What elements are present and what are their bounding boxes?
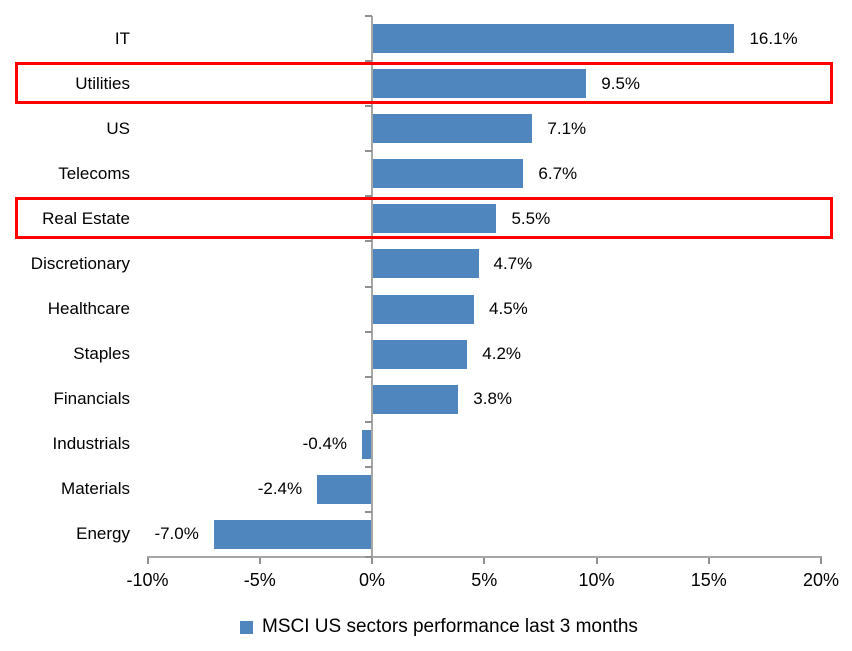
- x-axis-tick-label: 20%: [802, 570, 840, 590]
- value-label: 3.8%: [473, 389, 513, 409]
- category-label: Financials: [53, 389, 130, 409]
- value-label: 6.7%: [538, 163, 578, 183]
- category-label: Telecoms: [58, 163, 130, 183]
- legend-square-icon: [240, 620, 253, 634]
- value-label: -0.4%: [302, 434, 348, 454]
- value-label: 16.1%: [749, 28, 798, 48]
- category-label: Energy: [76, 524, 130, 544]
- x-axis-tick-label: -5%: [243, 570, 276, 590]
- bar: [373, 114, 533, 144]
- category-label: Real Estate: [42, 208, 130, 228]
- category-label: Staples: [73, 344, 130, 364]
- value-label: 9.5%: [601, 73, 641, 93]
- value-label: 4.5%: [489, 299, 528, 319]
- category-boundary-tick: [365, 105, 372, 108]
- value-label: -2.4%: [257, 479, 303, 499]
- category-label: Industrials: [52, 434, 130, 454]
- bar: [373, 159, 524, 189]
- bar: [373, 204, 497, 234]
- category-boundary-tick: [365, 285, 372, 288]
- category-label: US: [106, 118, 130, 138]
- category-boundary-tick: [365, 60, 372, 63]
- category-boundary-tick: [365, 150, 372, 153]
- x-axis-tick: [146, 558, 149, 564]
- x-axis-tick: [595, 558, 598, 564]
- x-axis-tick: [707, 558, 710, 564]
- legend-label: MSCI US sectors performance last 3 month…: [262, 616, 638, 637]
- category-boundary-tick: [365, 330, 372, 333]
- category-boundary-tick: [365, 556, 372, 558]
- x-axis-tick: [820, 558, 822, 564]
- category-boundary-tick: [365, 240, 372, 243]
- value-axis-line: [147, 556, 822, 558]
- value-label: 4.7%: [493, 253, 533, 273]
- bar: [362, 429, 371, 459]
- value-label: 5.5%: [511, 208, 551, 228]
- bar: [213, 519, 371, 549]
- x-axis-tick: [371, 558, 373, 564]
- value-label: 4.2%: [482, 344, 522, 364]
- x-axis-tick: [258, 558, 261, 564]
- bar: [317, 474, 371, 504]
- category-label: Healthcare: [47, 299, 130, 319]
- category-boundary-tick: [365, 375, 372, 378]
- category-axis-line: [371, 16, 373, 558]
- category-boundary-tick: [365, 465, 372, 468]
- x-axis-tick-label: 15%: [690, 570, 727, 590]
- bar: [373, 69, 587, 99]
- category-boundary-tick: [365, 15, 372, 17]
- x-axis-tick-label: 10%: [578, 570, 615, 590]
- category-label: IT: [114, 28, 130, 48]
- value-label: -7.0%: [154, 524, 199, 544]
- x-axis-tick-label: 5%: [471, 570, 498, 590]
- category-boundary-tick: [365, 195, 372, 198]
- category-boundary-tick: [365, 510, 372, 513]
- bar: [373, 339, 468, 369]
- category-label: Utilities: [75, 73, 130, 93]
- x-axis-tick-label: 0%: [358, 570, 386, 590]
- category-label: Materials: [61, 479, 130, 499]
- bar: [373, 24, 735, 54]
- bar: [373, 384, 459, 414]
- x-axis-tick-label: -10%: [126, 570, 169, 590]
- legend: MSCI US sectors performance last 3 month…: [240, 614, 638, 640]
- category-label: Discretionary: [30, 253, 130, 273]
- category-boundary-tick: [365, 420, 372, 423]
- value-label: 7.1%: [547, 118, 587, 138]
- bar: [373, 294, 475, 324]
- x-axis-tick: [483, 558, 486, 564]
- bar: [373, 249, 479, 279]
